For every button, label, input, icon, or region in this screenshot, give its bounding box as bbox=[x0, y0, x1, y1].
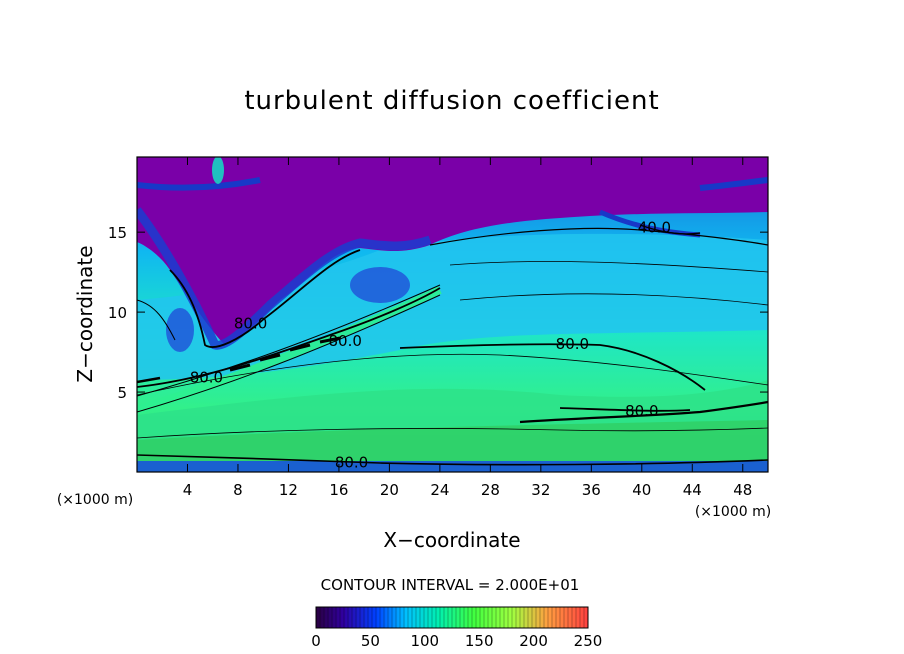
x-tick-label: 4 bbox=[183, 481, 193, 499]
colorbar-tick-label: 0 bbox=[311, 632, 321, 650]
y-axis-title: Z−coordinate bbox=[73, 245, 97, 382]
chart-title: turbulent diffusion coefficient bbox=[244, 86, 660, 116]
colorbar-gradient bbox=[316, 607, 588, 628]
contour-label: 80.0 bbox=[190, 369, 223, 387]
y-tick-label: 10 bbox=[108, 304, 127, 322]
colorbar-tick-labels: 0 50 100 150 200 250 bbox=[311, 632, 602, 650]
plot-frame bbox=[136, 156, 769, 473]
contour-interval-label: CONTOUR INTERVAL = 2.000E+01 bbox=[320, 576, 580, 594]
x-axis-title: X−coordinate bbox=[383, 528, 520, 552]
x-tick-label: 44 bbox=[683, 481, 702, 499]
contour-lines bbox=[137, 224, 768, 466]
heatmap-field bbox=[137, 157, 768, 472]
contour-label: 40.0 bbox=[638, 218, 671, 236]
contour-labels: 40.0 80.0 80.0 80.0 80.0 80.0 80.0 bbox=[190, 218, 671, 471]
contour-label: 80.0 bbox=[234, 314, 267, 332]
x-tick-label: 12 bbox=[279, 481, 298, 499]
x-unit-label-left: (×1000 m) bbox=[57, 492, 133, 508]
x-tick-label: 48 bbox=[733, 481, 752, 499]
x-tick-label: 20 bbox=[380, 481, 399, 499]
x-tick-label: 32 bbox=[531, 481, 550, 499]
colorbar-stripes bbox=[319, 607, 585, 628]
x-tick-label: 16 bbox=[329, 481, 348, 499]
colorbar-tick-label: 200 bbox=[519, 632, 548, 650]
colorbar-frame bbox=[315, 606, 589, 629]
y-tick-label: 5 bbox=[117, 384, 127, 402]
x-tick-label: 40 bbox=[632, 481, 651, 499]
y-axis-ticks: 5 10 15 bbox=[108, 224, 768, 402]
colorbar-tick-label: 100 bbox=[410, 632, 439, 650]
contour-label: 80.0 bbox=[625, 402, 658, 420]
x-tick-label: 8 bbox=[233, 481, 243, 499]
x-tick-label: 28 bbox=[481, 481, 500, 499]
contour-label: 80.0 bbox=[329, 332, 362, 350]
x-unit-label-right: (×1000 m) bbox=[695, 504, 771, 520]
x-tick-label: 36 bbox=[582, 481, 601, 499]
contour-label: 80.0 bbox=[335, 453, 368, 471]
colorbar-tick-label: 250 bbox=[574, 632, 603, 650]
contour-label: 80.0 bbox=[556, 335, 589, 353]
x-axis-ticks: 4 8 12 16 20 24 28 32 36 40 44 48 bbox=[183, 157, 752, 499]
colorbar: 0 50 100 150 200 250 bbox=[311, 606, 602, 650]
colorbar-tick-label: 150 bbox=[465, 632, 494, 650]
x-tick-label: 24 bbox=[430, 481, 449, 499]
colorbar-tick-label: 50 bbox=[361, 632, 380, 650]
y-tick-label: 15 bbox=[108, 224, 127, 242]
